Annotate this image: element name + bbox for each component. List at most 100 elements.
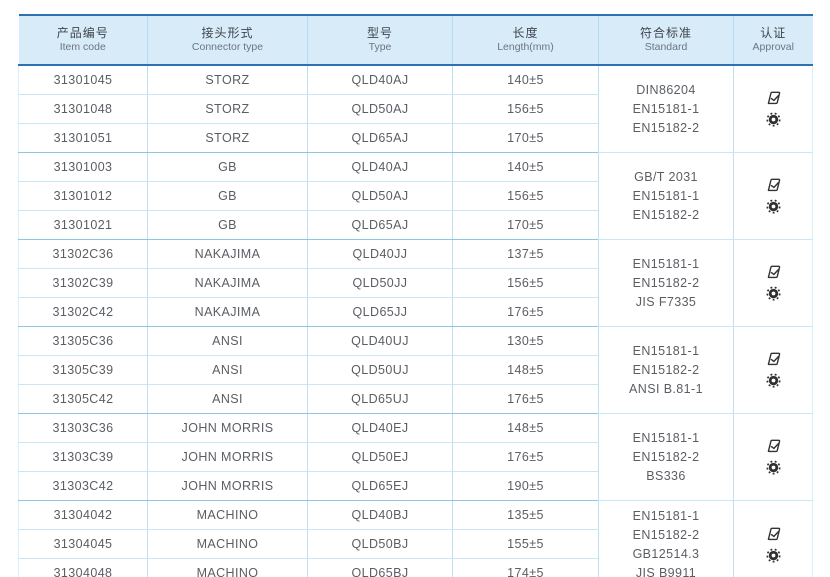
col-header-connector-type-en: Connector type bbox=[191, 41, 264, 53]
standard-line: JIS F7335 bbox=[635, 294, 697, 309]
length-cell: 176±5 bbox=[452, 384, 599, 414]
standard-cell: GB/T 2031 EN15181-1 EN15182-2 bbox=[598, 152, 734, 240]
standard-line: GB12514.3 bbox=[632, 546, 700, 561]
standard-line: EN15181-1 bbox=[632, 508, 700, 523]
col-header-item-code: 产品编号 Item code bbox=[18, 14, 148, 66]
certification-mark-icon bbox=[765, 352, 782, 366]
col-header-length-zh: 长度 bbox=[512, 26, 539, 40]
type-cell: QLD50JJ bbox=[307, 268, 453, 298]
item-code-cell: 31303C42 bbox=[18, 471, 148, 501]
connector-type-cell: GB bbox=[147, 181, 308, 211]
connector-type-cell: ANSI bbox=[147, 384, 308, 414]
standard-line: EN15182-2 bbox=[632, 275, 700, 290]
item-code-cell: 31304042 bbox=[18, 500, 148, 530]
item-code-cell: 31303C36 bbox=[18, 413, 148, 443]
standard-line: EN15181-1 bbox=[632, 343, 700, 358]
table-row: 31301048 STORZ QLD50AJ 156±5 bbox=[18, 94, 813, 124]
length-cell: 148±5 bbox=[452, 413, 599, 443]
item-code-cell: 31301003 bbox=[18, 152, 148, 182]
item-code-cell: 31303C39 bbox=[18, 442, 148, 472]
connector-type-cell: MACHINO bbox=[147, 500, 308, 530]
connector-type-cell: MACHINO bbox=[147, 529, 308, 559]
type-cell: QLD50AJ bbox=[307, 94, 453, 124]
table-row: 31305C42 ANSI QLD65UJ 176±5 bbox=[18, 384, 813, 414]
connector-type-cell: JOHN MORRIS bbox=[147, 471, 308, 501]
type-cell: QLD65AJ bbox=[307, 210, 453, 240]
item-code-cell: 31302C42 bbox=[18, 297, 148, 327]
length-cell: 156±5 bbox=[452, 181, 599, 211]
length-cell: 174±5 bbox=[452, 558, 599, 577]
type-cell: QLD65AJ bbox=[307, 123, 453, 153]
approval-cell bbox=[733, 413, 813, 501]
col-header-approval-en: Approval bbox=[752, 41, 794, 53]
standard-line: EN15181-1 bbox=[632, 188, 700, 203]
approval-cell bbox=[733, 326, 813, 414]
item-code-cell: 31301048 bbox=[18, 94, 148, 124]
table-row: 31301003 GB QLD40AJ 140±5 GB/T 2031 EN15… bbox=[18, 152, 813, 240]
wheel-mark-icon bbox=[765, 547, 781, 563]
standard-cell: EN15181-1 EN15182-2 BS336 bbox=[598, 413, 734, 501]
col-header-connector-type: 接头形式 Connector type bbox=[147, 14, 308, 66]
standard-line: EN15181-1 bbox=[632, 430, 700, 445]
table-row: 31304045 MACHINO QLD50BJ 155±5 bbox=[18, 529, 813, 559]
col-header-connector-type-zh: 接头形式 bbox=[201, 26, 254, 40]
type-cell: QLD65BJ bbox=[307, 558, 453, 577]
length-cell: 148±5 bbox=[452, 355, 599, 385]
type-cell: QLD50UJ bbox=[307, 355, 453, 385]
length-cell: 190±5 bbox=[452, 471, 599, 501]
table-row: 31305C36 ANSI QLD40UJ 130±5 EN15181-1 EN… bbox=[18, 326, 813, 414]
item-code-cell: 31301012 bbox=[18, 181, 148, 211]
table-row: 31303C42 JOHN MORRIS QLD65EJ 190±5 bbox=[18, 471, 813, 501]
type-cell: QLD65UJ bbox=[307, 384, 453, 414]
col-header-type-zh: 型号 bbox=[366, 26, 393, 40]
type-cell: QLD40EJ bbox=[307, 413, 453, 443]
connector-type-cell: NAKAJIMA bbox=[147, 297, 308, 327]
item-code-cell: 31301021 bbox=[18, 210, 148, 240]
type-cell: QLD40AJ bbox=[307, 65, 453, 95]
length-cell: 135±5 bbox=[452, 500, 599, 530]
standard-cell: EN15181-1 EN15182-2 ANSI B.81-1 bbox=[598, 326, 734, 414]
standard-line: DIN86204 bbox=[636, 82, 696, 97]
item-code-cell: 31304048 bbox=[18, 558, 148, 577]
table-row: 31305C39 ANSI QLD50UJ 148±5 bbox=[18, 355, 813, 385]
length-cell: 176±5 bbox=[452, 297, 599, 327]
type-cell: QLD40AJ bbox=[307, 152, 453, 182]
wheel-mark-icon bbox=[765, 112, 781, 127]
item-code-cell: 31305C39 bbox=[18, 355, 148, 385]
table-row: 31302C39 NAKAJIMA QLD50JJ 156±5 bbox=[18, 268, 813, 298]
type-cell: QLD50AJ bbox=[307, 181, 453, 211]
standard-cell: DIN86204 EN15181-1 EN15182-2 bbox=[598, 65, 734, 153]
certification-mark-icon bbox=[765, 91, 782, 105]
length-cell: 170±5 bbox=[452, 210, 599, 240]
standard-line: EN15182-2 bbox=[632, 527, 700, 542]
connector-type-cell: NAKAJIMA bbox=[147, 268, 308, 298]
length-cell: 170±5 bbox=[452, 123, 599, 153]
connector-type-cell: ANSI bbox=[147, 355, 308, 385]
type-cell: QLD50EJ bbox=[307, 442, 453, 472]
standard-line: EN15182-2 bbox=[632, 449, 700, 464]
standard-line: EN15182-2 bbox=[632, 207, 700, 222]
item-code-cell: 31301051 bbox=[18, 123, 148, 153]
standard-line: BS336 bbox=[646, 468, 686, 483]
standard-line: JIS B9911 bbox=[635, 565, 697, 577]
table-row: 31302C42 NAKAJIMA QLD65JJ 176±5 bbox=[18, 297, 813, 327]
item-code-cell: 31301045 bbox=[18, 65, 148, 95]
approval-cell bbox=[733, 152, 813, 240]
col-header-item-code-en: Item code bbox=[59, 41, 106, 53]
length-cell: 130±5 bbox=[452, 326, 599, 356]
type-cell: QLD40BJ bbox=[307, 500, 453, 530]
standard-cell: EN15181-1 EN15182-2 JIS F7335 bbox=[598, 239, 734, 327]
length-cell: 156±5 bbox=[452, 268, 599, 298]
approval-cell bbox=[733, 65, 813, 153]
standard-line: EN15181-1 bbox=[632, 101, 700, 116]
standard-line: GB/T 2031 bbox=[634, 169, 698, 184]
length-cell: 140±5 bbox=[452, 65, 599, 95]
standard-cell: EN15181-1 EN15182-2 GB12514.3 JIS B9911 bbox=[598, 500, 734, 577]
standard-line: EN15182-2 bbox=[632, 120, 700, 135]
type-cell: QLD65EJ bbox=[307, 471, 453, 501]
item-code-cell: 31302C39 bbox=[18, 268, 148, 298]
wheel-mark-icon bbox=[765, 286, 781, 301]
approval-cell bbox=[733, 239, 813, 327]
table-row: 31301012 GB QLD50AJ 156±5 bbox=[18, 181, 813, 211]
